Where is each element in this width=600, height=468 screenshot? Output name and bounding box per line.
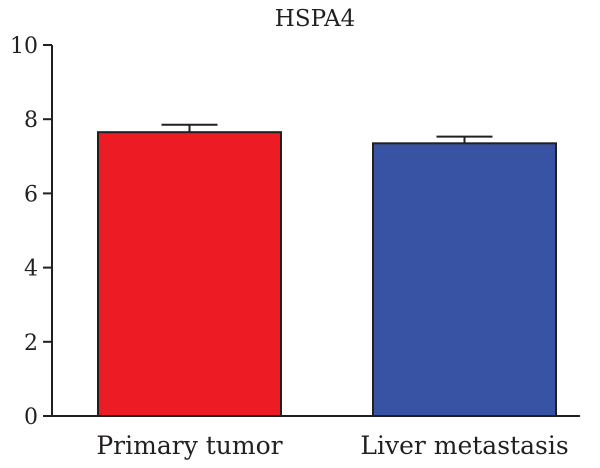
bar-primary-tumor (97, 131, 282, 417)
y-tick-label: 10 (10, 34, 38, 59)
y-tick-label: 6 (24, 182, 38, 207)
x-tick-labels: Primary tumor Liver metastasis (96, 431, 568, 460)
y-tick-label: 0 (24, 405, 38, 430)
x-tick-label: Liver metastasis (360, 431, 568, 460)
y-tick-label: 8 (24, 108, 38, 133)
y-tick-label: 4 (24, 257, 38, 282)
bar-liver-metastasis (372, 142, 557, 417)
y-tick-label: 2 (24, 331, 38, 356)
bars-layer (97, 131, 557, 417)
x-tick-label: Primary tumor (96, 431, 282, 460)
y-ticks: 0 2 4 6 8 10 (10, 34, 52, 430)
chart-title: HSPA4 (275, 6, 355, 32)
error-bars-layer (161, 123, 493, 144)
